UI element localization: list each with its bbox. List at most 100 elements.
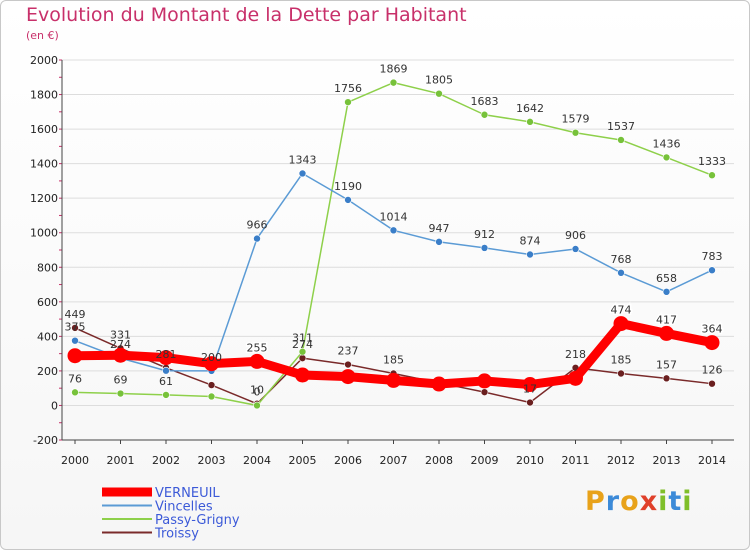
x-tick-label: 2000 xyxy=(61,454,89,467)
legend-label: Vincelles xyxy=(155,500,213,515)
data-point xyxy=(708,266,716,275)
data-label: 61 xyxy=(159,375,173,388)
x-tick-label: 2005 xyxy=(289,454,317,467)
data-label: 185 xyxy=(611,354,632,367)
y-tick-label: 400 xyxy=(37,330,58,343)
data-point xyxy=(249,353,265,369)
data-label: 1756 xyxy=(334,82,362,95)
data-point xyxy=(571,128,580,137)
data-label: 218 xyxy=(565,348,586,361)
data-label: 1537 xyxy=(607,120,635,133)
logo-letter: r xyxy=(605,486,621,517)
data-label: 331 xyxy=(110,328,131,341)
data-point xyxy=(435,238,443,246)
legend-label: VERNEUIL xyxy=(155,486,220,501)
logo-letter: P xyxy=(585,486,606,517)
data-point xyxy=(253,234,261,243)
data-point xyxy=(71,324,79,332)
logo-letter: t xyxy=(668,486,683,517)
data-point xyxy=(389,226,398,235)
logo-letter: o xyxy=(620,486,640,517)
x-tick-label: 2012 xyxy=(607,454,635,467)
data-point xyxy=(298,169,307,178)
x-tick-label: 2007 xyxy=(380,454,408,467)
data-label: 417 xyxy=(656,313,677,326)
data-label: 1642 xyxy=(516,102,544,115)
data-label: 237 xyxy=(338,345,359,358)
chart-title: Evolution du Montant de la Dette par Hab… xyxy=(26,4,467,26)
data-label: 157 xyxy=(656,358,677,371)
x-tick-label: 2004 xyxy=(243,454,271,467)
data-point xyxy=(568,370,583,386)
y-tick-label: 1600 xyxy=(30,123,58,136)
chart-subtitle: (en €) xyxy=(26,29,59,42)
data-point xyxy=(253,401,261,410)
data-point xyxy=(340,369,356,385)
data-point xyxy=(526,118,534,126)
data-point xyxy=(207,392,216,401)
data-label: 69 xyxy=(114,374,128,387)
data-point xyxy=(571,245,580,253)
data-point xyxy=(662,287,671,296)
data-label: 1805 xyxy=(425,74,453,87)
data-label: 1333 xyxy=(698,155,726,168)
data-label: 255 xyxy=(247,341,268,354)
data-point xyxy=(617,268,625,277)
data-point xyxy=(526,250,534,259)
data-point xyxy=(207,381,216,389)
series-line-vincelles xyxy=(74,172,713,372)
data-point xyxy=(158,350,174,366)
x-tick-label: 2006 xyxy=(334,454,362,467)
data-label: 311 xyxy=(292,332,313,345)
data-label: 281 xyxy=(156,348,177,361)
data-label: 274 xyxy=(110,338,131,351)
data-label: 1014 xyxy=(380,210,408,223)
data-label: 10 xyxy=(250,384,264,397)
y-tick-label: 800 xyxy=(37,261,58,274)
data-label: 474 xyxy=(611,304,632,317)
data-point xyxy=(708,379,716,388)
data-point xyxy=(162,366,170,375)
data-point xyxy=(480,110,489,119)
data-label: 449 xyxy=(65,308,86,321)
data-point xyxy=(298,347,307,356)
x-tick-label: 2001 xyxy=(107,454,135,467)
data-point xyxy=(204,356,219,372)
data-label: 185 xyxy=(383,354,404,367)
data-label: 1683 xyxy=(471,95,499,108)
data-label: 274 xyxy=(292,338,313,351)
proxiti-logo: Proxiti xyxy=(585,486,693,517)
x-tick-label: 2003 xyxy=(198,454,226,467)
x-tick-label: 2010 xyxy=(516,454,544,467)
data-point xyxy=(344,98,352,106)
y-tick-label: 1800 xyxy=(30,89,58,102)
data-point xyxy=(386,372,401,388)
data-point xyxy=(431,376,447,392)
data-label: 874 xyxy=(520,234,541,247)
data-point xyxy=(477,373,492,389)
data-label: 200 xyxy=(201,351,222,364)
data-label: 783 xyxy=(702,250,723,263)
x-tick-label: 2009 xyxy=(471,454,499,467)
data-label: 364 xyxy=(702,323,723,336)
y-tick-label: 1200 xyxy=(30,192,58,205)
data-point xyxy=(704,335,720,351)
data-point xyxy=(662,153,671,162)
data-label: 906 xyxy=(565,229,586,242)
data-point xyxy=(435,89,443,98)
y-tick-label: 2000 xyxy=(30,54,58,67)
data-label: 17 xyxy=(523,383,537,396)
data-point xyxy=(295,367,310,383)
data-point xyxy=(613,316,629,332)
x-tick-label: 2014 xyxy=(698,454,726,467)
data-point xyxy=(67,348,83,364)
data-label: 658 xyxy=(656,272,677,285)
data-point xyxy=(708,171,716,180)
logo-letter: i xyxy=(682,486,693,517)
data-point xyxy=(113,347,128,363)
data-point xyxy=(662,374,671,383)
y-tick-label: 0 xyxy=(51,399,58,412)
data-label: 375 xyxy=(65,321,86,334)
x-tick-label: 2002 xyxy=(152,454,180,467)
data-point xyxy=(71,388,79,397)
